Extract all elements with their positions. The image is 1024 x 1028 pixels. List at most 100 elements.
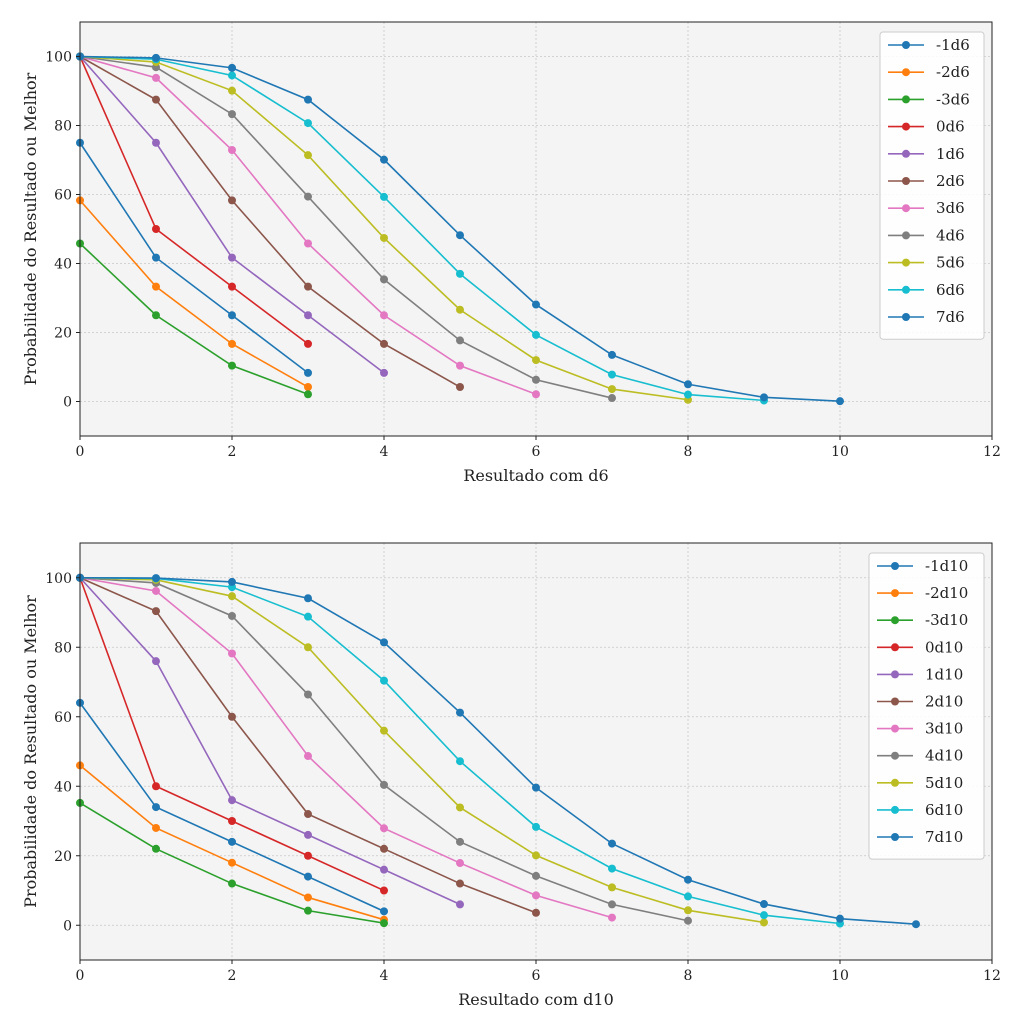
data-point xyxy=(456,900,464,909)
data-point xyxy=(760,900,768,909)
data-point xyxy=(380,275,388,284)
data-point xyxy=(228,71,236,80)
data-point xyxy=(304,119,312,128)
series--3d10 xyxy=(76,798,388,928)
data-point xyxy=(304,690,312,699)
data-point xyxy=(228,361,236,370)
legend-label: 2d10 xyxy=(925,693,963,711)
data-point xyxy=(304,851,312,860)
series--2d6 xyxy=(76,196,312,392)
data-point xyxy=(532,390,540,399)
x-tick-label: 2 xyxy=(228,968,237,984)
data-point xyxy=(760,911,768,920)
legend-marker xyxy=(902,177,910,185)
y-axis-label: Probabilidade do Resultado ou Melhor xyxy=(21,595,40,908)
legend-item: 0d10 xyxy=(877,638,963,656)
legend-marker xyxy=(902,95,910,104)
legend-marker xyxy=(902,122,910,131)
data-point xyxy=(532,330,540,339)
data-point xyxy=(152,823,160,832)
legend-label: -2d6 xyxy=(936,63,970,81)
x-tick-label: 12 xyxy=(983,968,1001,984)
y-tick-label: 80 xyxy=(54,119,72,135)
legend-label: 0d10 xyxy=(925,638,963,656)
legend-item: 2d6 xyxy=(888,172,965,190)
data-point xyxy=(228,592,236,601)
x-tick-label: 0 xyxy=(76,968,85,984)
legend-item: 5d10 xyxy=(877,774,963,792)
legend-item: 6d10 xyxy=(877,801,963,819)
data-point xyxy=(456,231,464,240)
x-tick-label: 10 xyxy=(831,444,849,460)
data-point xyxy=(228,145,236,154)
data-point xyxy=(532,300,540,309)
legend-marker xyxy=(902,149,910,158)
legend-marker xyxy=(902,285,910,294)
y-tick-label: 60 xyxy=(54,710,72,726)
data-point xyxy=(228,577,236,586)
data-point xyxy=(152,253,160,262)
series-line xyxy=(79,242,309,395)
legend-marker xyxy=(891,697,899,706)
legend-label: 4d6 xyxy=(936,226,965,244)
data-point xyxy=(228,282,236,291)
legend-label: 1d6 xyxy=(936,145,965,163)
legend-marker xyxy=(902,258,910,267)
data-point xyxy=(152,138,160,147)
data-point xyxy=(304,752,312,761)
legend-label: 5d10 xyxy=(925,774,963,792)
y-tick-label: 20 xyxy=(54,849,72,865)
data-point xyxy=(304,339,312,348)
legend-label: 6d10 xyxy=(925,801,963,819)
data-point xyxy=(304,192,312,201)
data-point xyxy=(228,311,236,320)
data-point xyxy=(380,638,388,647)
data-point xyxy=(304,282,312,291)
legend-item: 4d10 xyxy=(877,747,963,765)
legend-marker xyxy=(891,751,899,760)
data-point xyxy=(380,339,388,348)
legend-item: 4d6 xyxy=(888,226,965,244)
data-point xyxy=(152,586,160,595)
y-tick-label: 100 xyxy=(45,571,72,587)
legend-label: 7d6 xyxy=(936,308,965,326)
series-line xyxy=(79,56,309,345)
data-point xyxy=(532,822,540,831)
legend-marker xyxy=(902,41,910,49)
series-line xyxy=(79,576,613,919)
x-tick-label: 12 xyxy=(983,444,1001,460)
legend-item: 6d6 xyxy=(888,281,965,299)
x-tick-label: 2 xyxy=(228,444,237,460)
data-point xyxy=(684,916,692,925)
data-point xyxy=(380,919,388,928)
legend-label: 4d10 xyxy=(925,747,963,765)
legend-item: -3d10 xyxy=(877,611,968,629)
legend-marker xyxy=(891,724,899,733)
legend-marker xyxy=(902,68,910,77)
series-line xyxy=(79,576,765,924)
series-line xyxy=(79,55,765,402)
data-point xyxy=(304,368,312,377)
legend-item: -3d6 xyxy=(888,90,970,108)
data-point xyxy=(152,311,160,320)
data-point xyxy=(228,712,236,721)
data-point xyxy=(228,196,236,205)
data-point xyxy=(456,336,464,345)
data-point xyxy=(836,914,844,923)
legend-label: 7d10 xyxy=(925,828,963,846)
data-point xyxy=(456,708,464,717)
data-point xyxy=(304,643,312,652)
legend-marker xyxy=(902,313,910,321)
data-point xyxy=(456,837,464,846)
data-point xyxy=(228,796,236,805)
data-point xyxy=(304,810,312,819)
legend-item: 0d6 xyxy=(888,118,965,136)
y-tick-label: 40 xyxy=(54,779,72,795)
data-point xyxy=(380,676,388,685)
series-line xyxy=(79,199,309,388)
data-point xyxy=(912,920,920,929)
data-point xyxy=(608,350,616,359)
series-line xyxy=(79,55,461,388)
data-point xyxy=(304,594,312,603)
x-tick-label: 8 xyxy=(684,444,693,460)
